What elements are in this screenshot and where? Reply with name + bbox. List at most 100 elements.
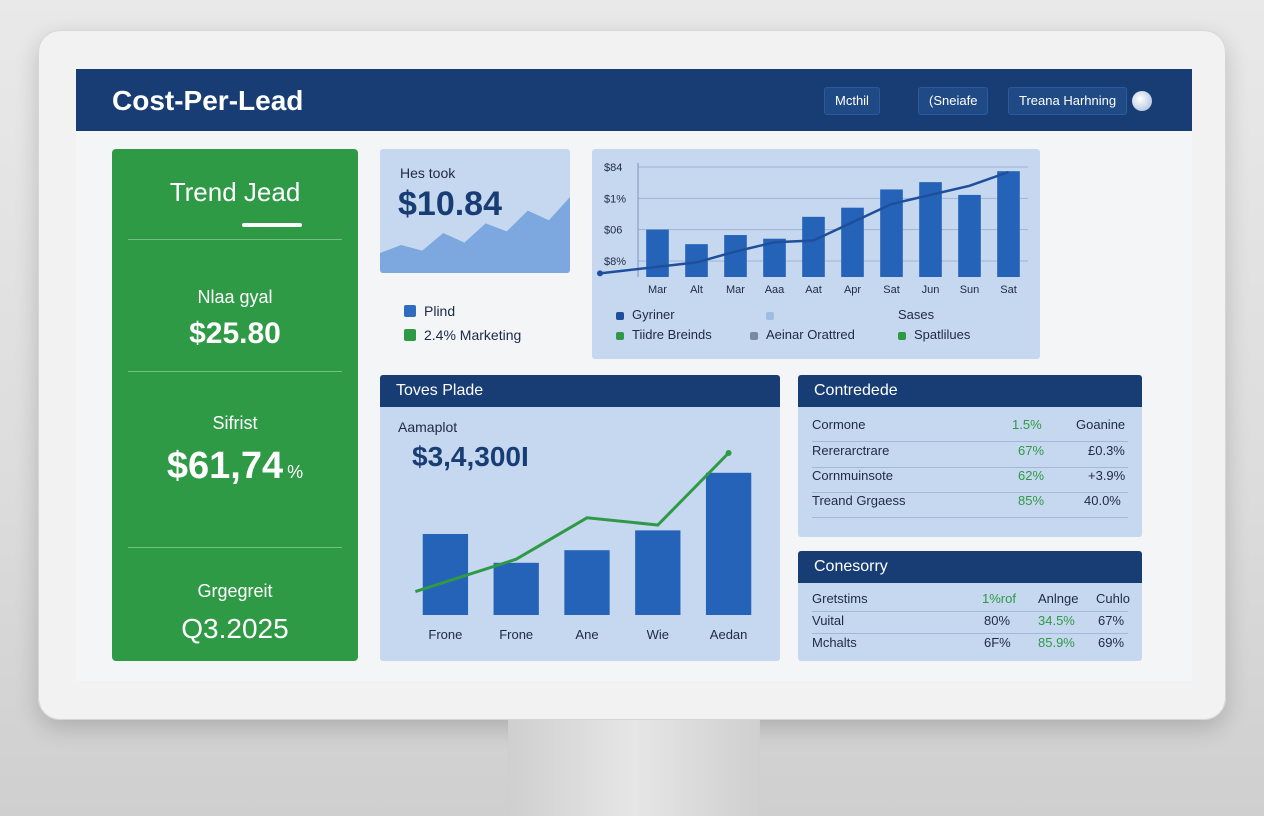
legend-label: Sases	[898, 307, 935, 322]
legend-label: Gyriner	[632, 307, 675, 322]
top-bar: Cost-Per-Lead Mcthil (Sneiafe Treana Har…	[76, 69, 1192, 131]
divider	[128, 371, 342, 372]
bar	[802, 216, 825, 277]
legend-label: Spatlilues	[914, 327, 971, 342]
bar	[997, 171, 1020, 277]
x-tick-label: Sat	[1000, 284, 1017, 296]
title-underline	[242, 223, 302, 227]
row-name: Cormone	[812, 417, 866, 432]
line-point	[725, 450, 732, 456]
x-tick-label: Alt	[690, 284, 703, 296]
legend-item: Sases	[898, 307, 934, 322]
row-value-a: 6F%	[984, 635, 1011, 650]
table-row[interactable]: Mchalts 6F% 85.9% 69%	[812, 635, 1128, 655]
col-header: Gretstims	[812, 591, 868, 606]
x-tick-label: Aat	[805, 284, 822, 296]
legend-swatch	[404, 329, 416, 341]
legend-label: Plind	[424, 303, 456, 319]
y-tick-label: $06	[604, 225, 622, 237]
row-value-b: 34.5%	[1038, 613, 1075, 628]
metric-value-number: $61,74	[166, 445, 284, 487]
row-value-b: +3.9%	[1088, 468, 1126, 483]
row-name: Rererarctrare	[812, 443, 890, 458]
legend-label: Tiidre Breinds	[632, 327, 712, 342]
y-tick-label: $8%	[604, 256, 626, 268]
app-title: Cost-Per-Lead	[112, 85, 304, 116]
row-name: Mchalts	[812, 635, 857, 650]
table-row[interactable]: Cornmuinsote 62% +3.9%	[812, 468, 1128, 493]
legend-swatch	[898, 332, 906, 340]
avatar-icon[interactable]	[1132, 91, 1152, 111]
legend-item: Plind	[404, 303, 455, 319]
bar	[564, 550, 610, 615]
trend-line	[599, 170, 1009, 275]
panel-value: $3,4,300I	[412, 441, 529, 472]
col-header: Anlnge	[1038, 591, 1079, 606]
bar	[635, 530, 681, 615]
bar	[422, 534, 469, 615]
table-row[interactable]: Rererarctrare 67% £0.3%	[812, 443, 1128, 468]
table-header-row: Gretstims 1%rof Anlnge Cuhlo	[812, 591, 1130, 612]
legend-item: Spatlilues	[898, 327, 970, 342]
metric-value: $25.80	[189, 317, 281, 350]
table-panel-2: Conesorry Gretstims 1%rof Anlnge Cuhlo V…	[798, 551, 1142, 661]
metric-label: Grgegreit	[197, 581, 273, 601]
bar	[763, 238, 786, 277]
metric-value: $61,74%	[112, 445, 358, 488]
x-tick-label: Sat	[883, 284, 900, 296]
x-tick-label: Apr	[844, 284, 861, 296]
row-value-a: 80%	[984, 613, 1011, 628]
revenue-panel: Toves Plade Aamaplot $3,4,300I Frone Fron…	[380, 375, 780, 661]
row-value-a: 85%	[1018, 493, 1045, 508]
row-name: Treand Grgaess	[812, 493, 906, 508]
legend-item	[766, 307, 782, 322]
x-tick-label: Frone	[428, 627, 462, 642]
dashboard-screen: Cost-Per-Lead Mcthil (Sneiafe Treana Har…	[76, 69, 1192, 681]
x-tick-label: Aedan	[710, 627, 748, 642]
x-tick-label: Ane	[575, 627, 598, 642]
legend-label: 2.4% Marketing	[424, 327, 522, 343]
monitor-stand	[508, 720, 760, 816]
y-tick-label: $84	[604, 162, 622, 174]
trend-chart-panel: $84 $1% $06 $8% Mar Alt Mar Aaa Aat Apr Sat Jun Sun S…	[592, 149, 1040, 359]
bar	[880, 189, 903, 277]
header-button-2[interactable]: (Sneiafe	[918, 87, 989, 115]
table-row[interactable]: Treand Grgaess 85% 40.0%	[812, 493, 1128, 518]
legend-swatch	[766, 312, 774, 320]
legend-swatch	[616, 332, 624, 340]
legend-swatch	[616, 312, 624, 320]
col-header: 1%rof	[982, 591, 1016, 606]
bar	[685, 244, 708, 277]
trend-chart: $84 $1% $06 $8% Mar Alt Mar Aaa Aat Apr Sat Jun Sun S…	[597, 162, 1028, 296]
panel-title: Contredede	[798, 375, 1142, 407]
bar	[724, 235, 747, 277]
legend-swatch	[404, 305, 416, 317]
x-tick-label: Mar	[726, 284, 745, 296]
panel-title: Conesorry	[798, 551, 1142, 583]
bar	[493, 562, 539, 615]
summary-title: Trend Jead	[169, 177, 301, 207]
table-row[interactable]: Cormone 1.5% Goanine	[812, 417, 1128, 442]
bar	[919, 182, 942, 277]
metric-value: Q3.2025	[181, 613, 289, 644]
header-button-3[interactable]: Treana Harhning	[1008, 87, 1128, 115]
table-row[interactable]: Vuital 80% 34.5% 67%	[812, 613, 1128, 634]
line-point	[597, 270, 603, 277]
kpi-sparkline	[380, 197, 570, 273]
metric-value-suffix: %	[287, 462, 304, 482]
divider	[128, 547, 342, 548]
row-value-c: 69%	[1098, 635, 1125, 650]
kpi-card[interactable]: Hes took $10.84	[380, 149, 570, 273]
x-tick-label: Mar	[648, 284, 667, 296]
kpi-label: Hes took	[400, 165, 456, 181]
x-tick-label: Sun	[960, 284, 980, 296]
row-value-c: 67%	[1098, 613, 1125, 628]
x-tick-label: Jun	[922, 284, 940, 296]
metric-label: Nlaa gyal	[197, 287, 273, 307]
trend-line	[414, 451, 730, 594]
revenue-chart: Frone Frone Ane Wie Aedan	[414, 450, 752, 642]
header-button-1[interactable]: Mcthil	[824, 87, 880, 115]
sparkline-area	[380, 197, 570, 273]
panel-sub-label: Aamaplot	[398, 419, 458, 435]
row-name: Vuital	[812, 613, 845, 628]
